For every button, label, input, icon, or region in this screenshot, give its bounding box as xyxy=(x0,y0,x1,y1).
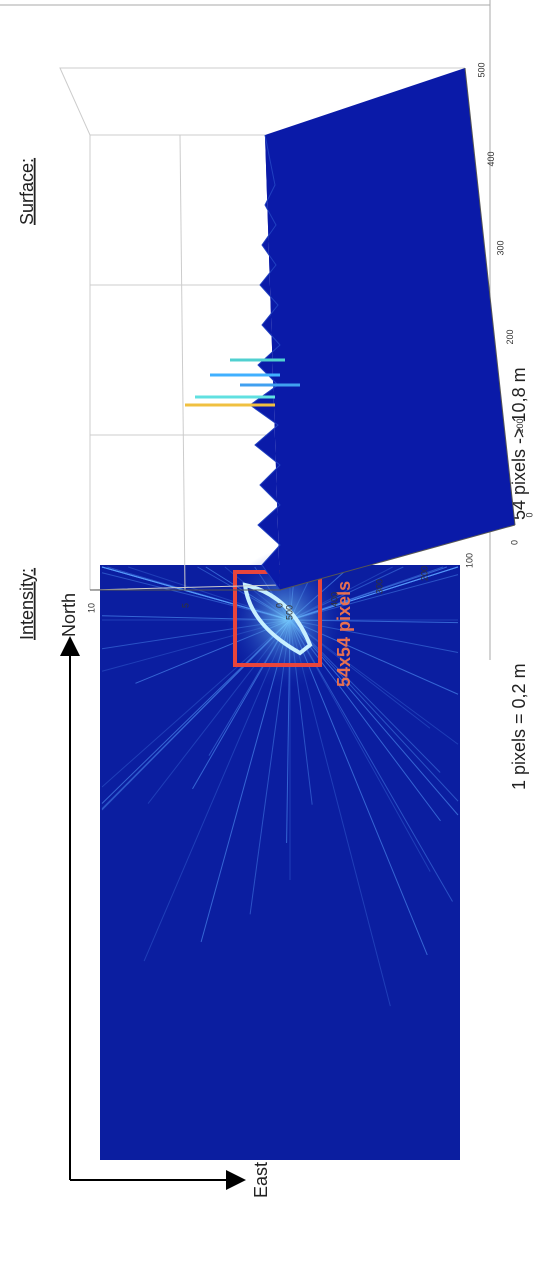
z-tick-label: 10 xyxy=(86,603,96,613)
x-axis xyxy=(464,67,516,526)
surface-ticks: 0 100 200 300 400 500 500 400 300 200 100 0 0 5 10 xyxy=(86,62,534,620)
z-tick-label: 0 xyxy=(274,603,284,608)
y-axis xyxy=(279,524,516,591)
z-tick-label: 5 xyxy=(180,603,190,608)
scale-conversion: 54 pixels -> 10,8 m xyxy=(509,367,529,520)
x-tick-label: 400 xyxy=(486,151,496,166)
x-tick-label: 0 xyxy=(524,512,534,517)
y-tick-label: 400 xyxy=(329,592,339,607)
y-tick-label: 300 xyxy=(374,579,384,594)
intensity-image xyxy=(100,565,460,1160)
x-tick-label: 300 xyxy=(496,240,506,255)
surface-title: Surface: xyxy=(17,158,37,225)
x-tick-label: 100 xyxy=(515,418,525,433)
box-label: 54x54 pixels xyxy=(334,581,354,687)
x-tick-label: 200 xyxy=(505,329,515,344)
y-tick-label: 100 xyxy=(464,553,474,568)
intensity-ring xyxy=(242,582,313,656)
intensity-glow xyxy=(225,550,345,690)
y-tick-label: 0 xyxy=(509,540,519,545)
scale-note: 1 pixels = 0,2 m xyxy=(509,663,529,790)
surface-box xyxy=(59,67,465,591)
surface-spikes xyxy=(185,358,300,407)
y-tick-label: 500 xyxy=(284,605,294,620)
y-tick-label: 200 xyxy=(419,566,429,581)
x-tick-label: 500 xyxy=(476,62,486,77)
north-label: North xyxy=(59,593,79,637)
east-label: East xyxy=(251,1162,271,1198)
surface xyxy=(265,68,515,590)
intensity-title: Intensity: xyxy=(17,568,37,640)
